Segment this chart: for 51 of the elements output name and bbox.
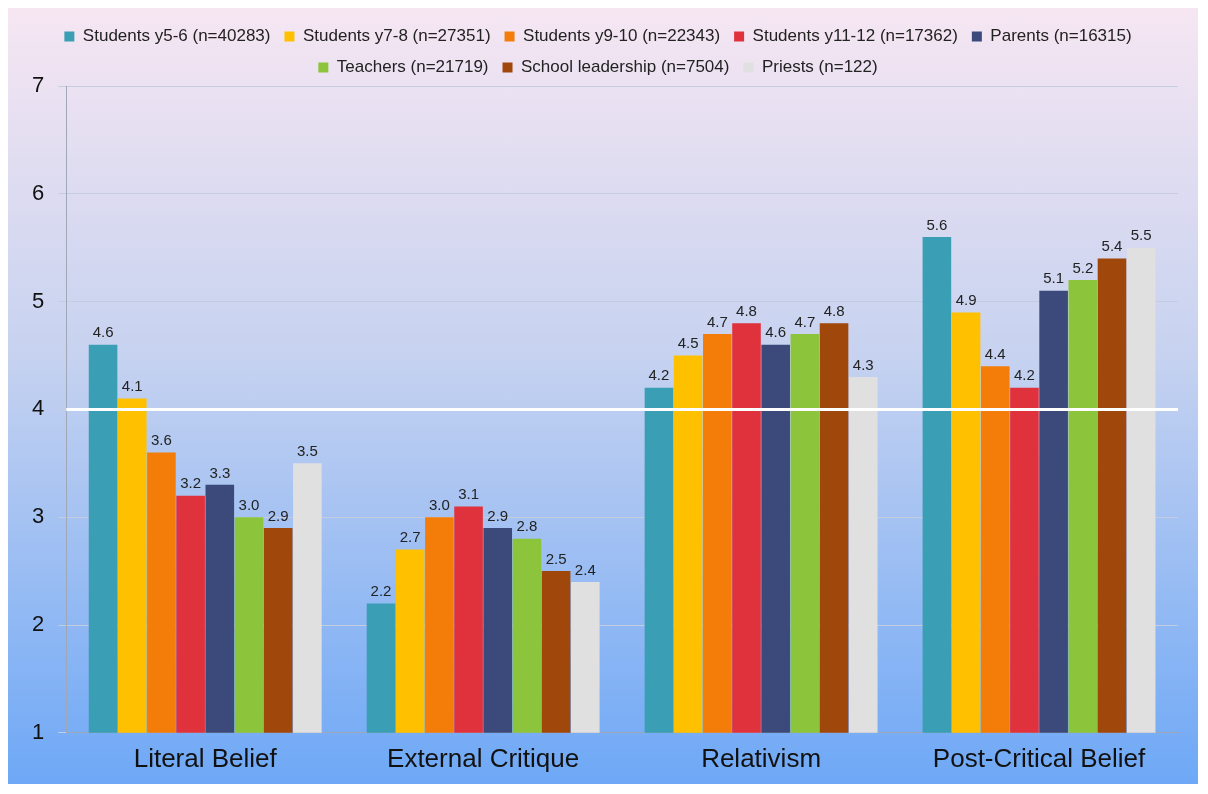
data-label: 2.9 [267,506,289,524]
data-label: 2.4 [574,560,596,578]
data-label: 5.2 [1072,258,1094,276]
data-label: 4.9 [955,291,977,309]
legend-label: Parents (n=16315) [990,26,1132,46]
y-tick-label: 3 [31,503,45,529]
data-label: 4.4 [984,344,1006,362]
y-tick-label: 6 [31,179,45,205]
data-label: 4.2 [1014,366,1035,384]
legend-label: Students y7-8 (n=27351) [302,26,491,46]
legend-label: Priests (n=122) [761,57,878,77]
y-tick-label: 1 [31,718,45,744]
data-label: 4.7 [794,312,816,330]
data-label: 5.5 [1130,226,1152,244]
data-label: 2.7 [399,528,421,546]
data-label: 4.6 [765,323,787,341]
data-label: 3.3 [209,463,231,481]
legend-label: Students y9-10 (n=22343) [523,26,721,46]
x-tick-label: Relativism [701,742,822,773]
legend-label: School leadership (n=7504) [521,57,730,77]
legend-label: Teachers (n=21719) [336,57,489,77]
data-label: 3.5 [296,441,318,459]
data-label: 2.8 [516,517,538,535]
data-label: 5.1 [1043,269,1065,287]
x-tick-label: Post-Critical Belief [932,742,1146,773]
data-label: 3.6 [151,431,172,449]
data-label: 4.8 [736,301,757,319]
data-label: 4.5 [677,334,699,352]
data-label: 4.2 [648,366,670,384]
data-label: 3.1 [458,485,479,503]
data-label: 3.2 [180,474,202,492]
data-label: 2.2 [370,582,392,600]
data-label: 5.4 [1101,237,1123,255]
data-label: 2.5 [545,549,567,567]
y-tick-label: 4 [31,395,45,421]
y-tick-label: 7 [31,72,45,98]
legend-label: Students y11-12 (n=17362) [752,26,958,46]
data-label: 2.9 [487,506,509,524]
data-label: 4.8 [823,301,845,319]
data-label: 4.6 [92,323,114,341]
x-tick-label: Literal Belief [133,742,278,773]
data-label: 4.1 [121,377,143,395]
data-label: 3.0 [238,495,260,513]
data-label: 4.3 [852,355,874,373]
data-label: 5.6 [926,215,948,233]
y-tick-label: 5 [31,287,45,313]
data-label: 3.0 [428,495,450,513]
data-label: 4.7 [706,312,728,330]
legend-label: Students y5-6 (n=40283) [82,26,271,46]
x-tick-label: External Critique [387,742,580,773]
y-tick-label: 2 [31,611,45,637]
